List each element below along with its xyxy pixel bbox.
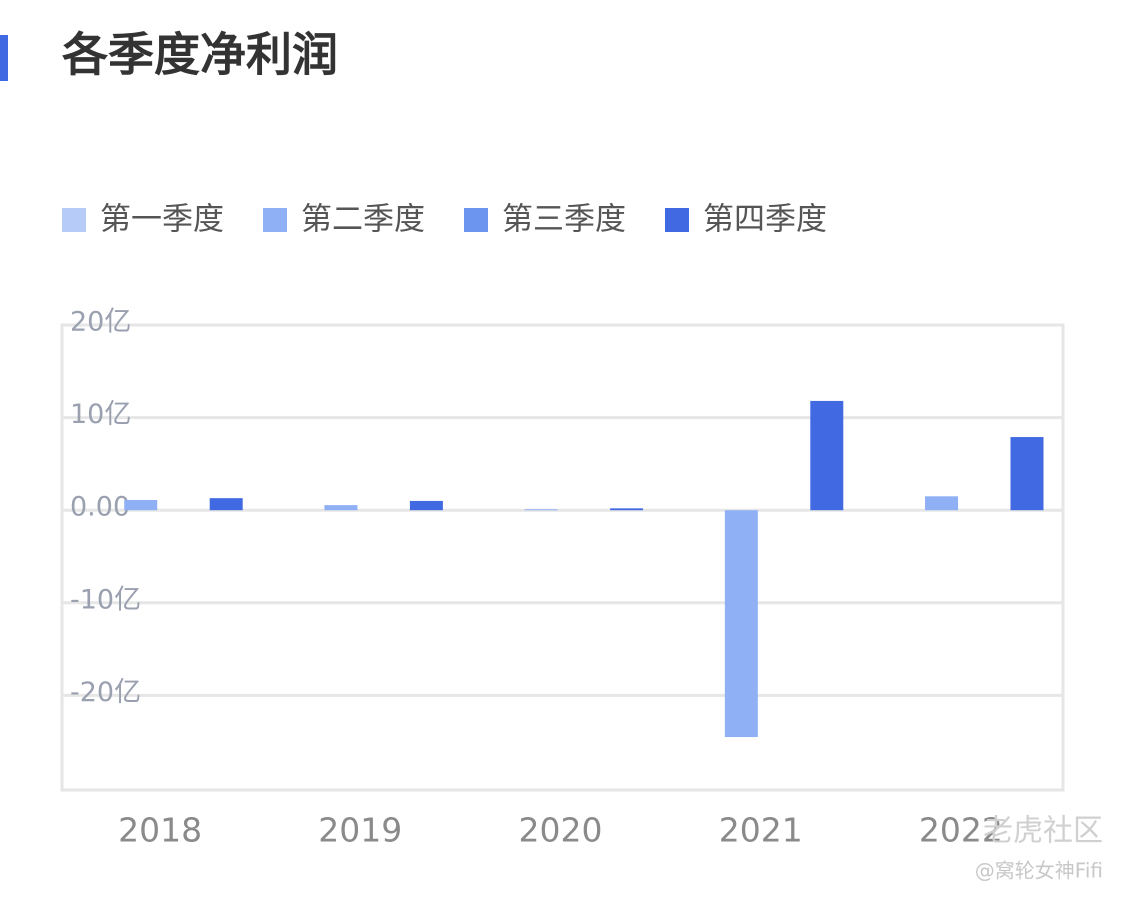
bar (925, 496, 959, 511)
legend-label: 第三季度 (502, 202, 626, 238)
legend-label: 第二季度 (301, 202, 425, 238)
y-tick-label: 0.00 (70, 492, 130, 523)
legend-swatch (464, 208, 488, 232)
x-tick-label: 2020 (519, 811, 603, 850)
bar (124, 500, 158, 511)
bar (209, 498, 243, 511)
bar (1010, 437, 1044, 511)
x-tick-label: 2018 (118, 811, 202, 850)
bar (324, 505, 358, 511)
plot-frame (60, 323, 1065, 792)
legend-swatch (263, 208, 287, 232)
bar (610, 508, 644, 511)
title-accent (0, 35, 8, 81)
y-tick-label: 20亿 (70, 307, 131, 338)
watermark: 老虎社区 (983, 814, 1103, 849)
chart-title: 各季度净利润 (62, 28, 338, 82)
legend-swatch (665, 208, 689, 232)
bar (409, 500, 443, 511)
bar (810, 400, 844, 511)
y-tick-label: 10亿 (70, 399, 131, 430)
x-tick-label: 2022 (919, 811, 1003, 850)
y-tick-label: -10亿 (70, 584, 141, 615)
bar (724, 510, 758, 738)
legend-label: 第四季度 (703, 202, 827, 238)
y-tick-label: -20亿 (70, 677, 141, 708)
legend-swatch (62, 208, 86, 232)
bar (524, 509, 558, 511)
x-tick-label: 2019 (318, 811, 402, 850)
watermark: @窝轮女神Fifi (975, 859, 1103, 883)
x-tick-label: 2021 (719, 811, 803, 850)
legend-label: 第一季度 (100, 202, 224, 238)
